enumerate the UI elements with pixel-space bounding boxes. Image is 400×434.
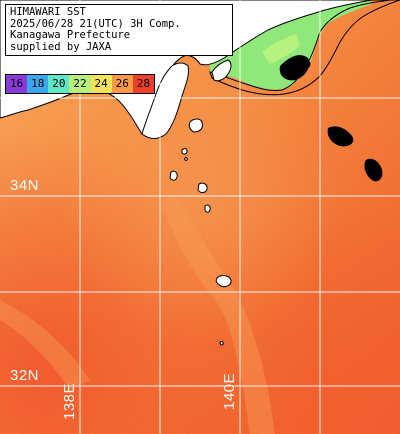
island-toshima bbox=[181, 148, 188, 155]
land-miura bbox=[211, 59, 232, 82]
title-line-product: HIMAWARI SST bbox=[10, 6, 86, 18]
lon-label-140e: 140E bbox=[221, 372, 238, 410]
cloud-patch-4 bbox=[300, 59, 311, 69]
lat-label-34n: 34N bbox=[10, 177, 40, 194]
legend-cell-16: 16 bbox=[6, 75, 28, 93]
legend-cell-28: 28 bbox=[132, 75, 154, 93]
legend-cell-22: 22 bbox=[69, 75, 91, 93]
title-box: HIMAWARI SST 2025/06/28 21(UTC) 3H Comp.… bbox=[5, 4, 233, 56]
island-small-a bbox=[184, 157, 188, 161]
legend-cell-18: 18 bbox=[27, 75, 49, 93]
title-line-datetime: 2025/06/28 21(UTC) 3H Comp. bbox=[10, 17, 181, 30]
island-hachijojima bbox=[215, 275, 232, 288]
legend-cell-24: 24 bbox=[90, 75, 112, 93]
cloud-patch-3 bbox=[364, 158, 383, 182]
island-miyakejima bbox=[204, 204, 211, 213]
island-aogashima bbox=[219, 341, 224, 346]
title-line-credit: supplied by JAXA bbox=[10, 40, 112, 53]
island-oshima bbox=[188, 118, 203, 133]
legend-cell-26: 26 bbox=[111, 75, 133, 93]
land-izu bbox=[141, 62, 189, 139]
cloud-patch-2 bbox=[327, 126, 354, 147]
island-kozushima bbox=[197, 182, 208, 193]
legend-cell-20: 20 bbox=[48, 75, 70, 93]
temperature-legend: 16 18 20 22 24 26 28 bbox=[5, 74, 155, 94]
lat-label-32n: 32N bbox=[10, 367, 40, 384]
coastal-cool-water-2 bbox=[262, 34, 300, 64]
island-niijima bbox=[169, 170, 178, 181]
title-line-region: Kanagawa Prefecture bbox=[10, 29, 131, 41]
lon-label-138e: 138E bbox=[61, 382, 78, 420]
land-boso bbox=[209, 0, 400, 96]
